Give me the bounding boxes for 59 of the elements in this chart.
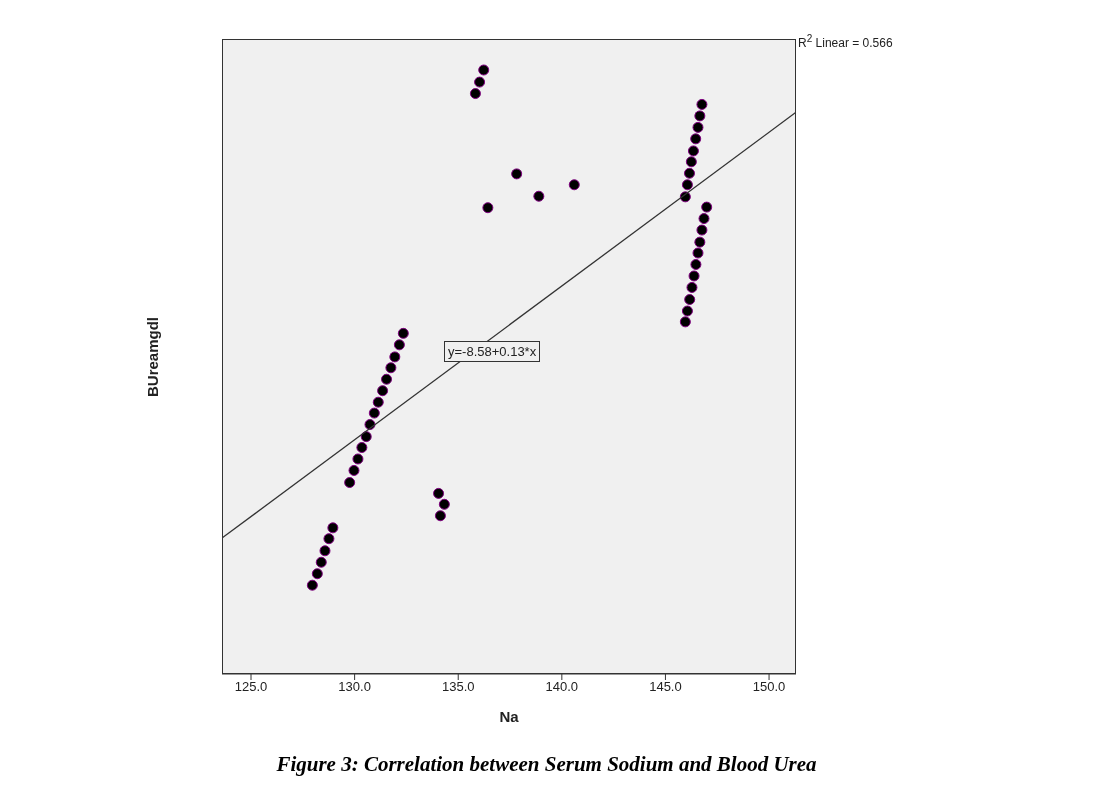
point	[397, 327, 409, 339]
point	[434, 510, 446, 522]
point	[311, 568, 323, 580]
point	[393, 339, 405, 351]
x-tick-label: 150.0	[752, 679, 786, 695]
point	[701, 201, 713, 213]
point	[694, 110, 706, 122]
point	[684, 294, 696, 306]
point	[478, 64, 490, 76]
point	[696, 224, 708, 236]
x-tick-label: 140.0	[545, 679, 579, 695]
point	[433, 487, 445, 499]
point	[306, 579, 318, 591]
point	[679, 316, 691, 328]
point	[438, 498, 450, 510]
point	[348, 464, 360, 476]
point	[687, 145, 699, 157]
point	[360, 431, 372, 443]
point	[469, 88, 481, 100]
point	[696, 98, 708, 110]
point	[681, 179, 693, 191]
point	[344, 477, 356, 489]
point	[568, 179, 580, 191]
point	[368, 407, 380, 419]
point	[511, 168, 523, 180]
point	[688, 270, 700, 282]
point	[692, 247, 704, 259]
point	[385, 362, 397, 374]
point	[686, 281, 698, 293]
point	[690, 258, 702, 270]
x-axis-title: Na	[499, 708, 520, 725]
x-tick-label: 135.0	[441, 679, 475, 695]
point	[683, 167, 695, 179]
point	[685, 156, 697, 168]
point	[372, 396, 384, 408]
point	[698, 213, 710, 225]
point	[356, 442, 368, 453]
point	[315, 556, 327, 568]
x-tick-label: 125.0	[234, 679, 268, 695]
point	[694, 236, 706, 248]
x-tick-label: 145.0	[649, 679, 682, 695]
point	[327, 522, 339, 534]
point	[323, 533, 335, 545]
point	[377, 385, 389, 397]
point	[482, 202, 494, 214]
text: Figure 3: Correlation between Serum Sodium and Blood Urea	[276, 752, 817, 776]
point	[381, 373, 393, 385]
point	[474, 76, 486, 88]
point	[352, 453, 364, 465]
point	[319, 545, 331, 557]
point	[690, 133, 702, 145]
point	[389, 351, 401, 363]
annotation: y=-8.58+0.13*x	[448, 344, 537, 359]
y-axis-title: BUreamgdl	[143, 316, 161, 397]
point	[681, 305, 693, 317]
text: R$^{2}$ Linear = 0.566	[798, 33, 893, 50]
point	[533, 190, 545, 202]
x-tick-label: 130.0	[338, 679, 371, 695]
point	[692, 121, 704, 133]
